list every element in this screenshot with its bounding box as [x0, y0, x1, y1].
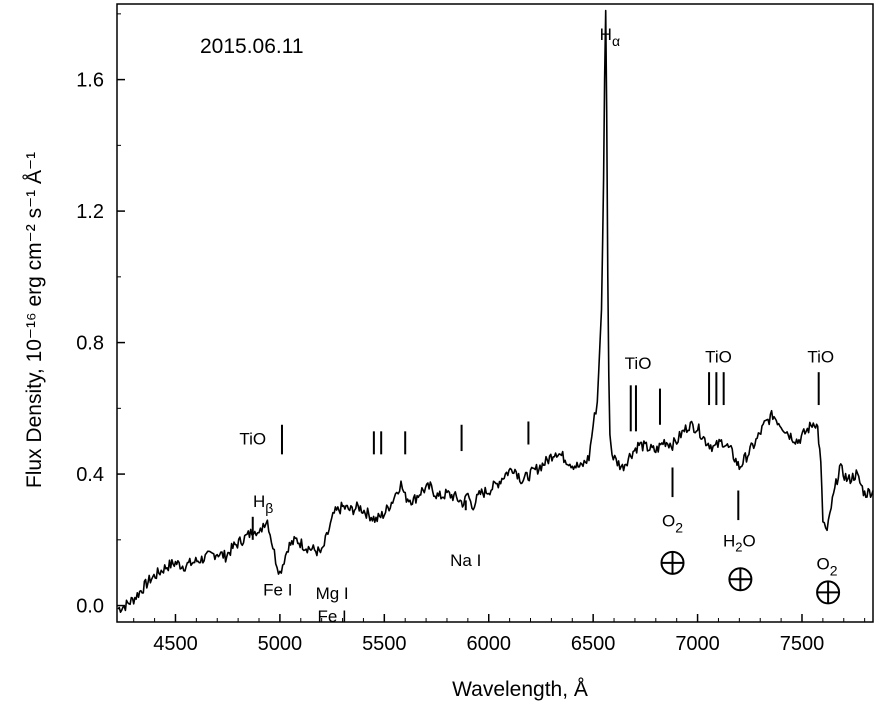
annotation: Mg I	[316, 584, 349, 603]
annotation: O2	[662, 512, 683, 536]
x-tick-label: 6500	[571, 633, 616, 655]
annotation: H2O	[723, 531, 756, 554]
annotation: Fe I	[263, 581, 292, 600]
y-axis: 0.0 0.4 0.8 1.2 1.6	[76, 13, 125, 618]
annotation: O2	[817, 554, 838, 578]
annotation: TiO	[625, 354, 652, 373]
annotation: TiO	[239, 429, 266, 448]
y-tick-label: 1.6	[76, 70, 104, 92]
x-axis: 4500 5000 5500 6000 6500 7000 7500	[133, 614, 866, 655]
x-axis-title: Wavelength, Å	[452, 678, 588, 701]
plot-frame	[116, 3, 874, 623]
annotation: TiO	[807, 347, 834, 366]
date-label: 2015.06.11	[200, 35, 304, 58]
spectrum-line	[117, 9, 874, 613]
x-tick-label: 7000	[675, 633, 720, 655]
annotation: TiO	[705, 347, 732, 366]
annotation: Hβ	[253, 492, 273, 516]
telluric-symbols	[660, 550, 841, 605]
x-tick-label: 4500	[153, 633, 198, 655]
y-tick-label: 0.4	[76, 464, 104, 486]
y-tick-label: 1.2	[76, 201, 104, 223]
line-markers	[251, 372, 820, 540]
annotation: Fe I	[317, 607, 346, 626]
y-tick-label: 0.0	[76, 596, 104, 618]
annotation: Hα	[600, 25, 620, 49]
y-tick-label: 0.8	[76, 333, 104, 355]
x-tick-label: 7500	[780, 633, 825, 655]
annotations: Hα Hβ Fe I Mg I Fe I Na I TiO TiO TiO TiO O2 H2O O2	[239, 25, 837, 626]
x-tick-label: 5500	[362, 633, 407, 655]
x-tick-label: 6000	[466, 633, 511, 655]
x-tick-label: 5000	[258, 633, 303, 655]
y-axis-title: Flux Density, 10⁻¹⁶ erg cm⁻² s⁻¹ Å⁻¹	[23, 152, 46, 488]
annotation: Na I	[450, 551, 481, 570]
